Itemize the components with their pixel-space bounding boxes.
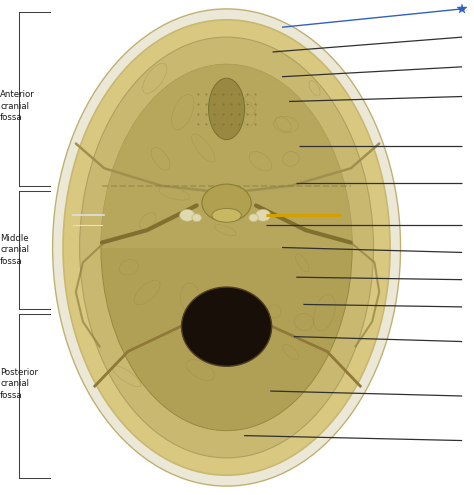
Polygon shape — [101, 64, 352, 248]
Ellipse shape — [249, 214, 258, 222]
Ellipse shape — [202, 184, 251, 222]
Ellipse shape — [212, 208, 241, 222]
Ellipse shape — [63, 20, 390, 475]
Ellipse shape — [182, 287, 272, 366]
Ellipse shape — [192, 214, 201, 222]
Ellipse shape — [80, 37, 374, 458]
Ellipse shape — [209, 78, 245, 140]
Text: Middle
cranial
fossa: Middle cranial fossa — [0, 234, 29, 266]
Ellipse shape — [53, 9, 401, 486]
Ellipse shape — [180, 209, 195, 221]
Text: Posterior
cranial
fossa: Posterior cranial fossa — [0, 368, 38, 399]
Text: Anterior
cranial
fossa: Anterior cranial fossa — [0, 91, 35, 122]
Ellipse shape — [255, 209, 271, 221]
Ellipse shape — [101, 64, 352, 431]
